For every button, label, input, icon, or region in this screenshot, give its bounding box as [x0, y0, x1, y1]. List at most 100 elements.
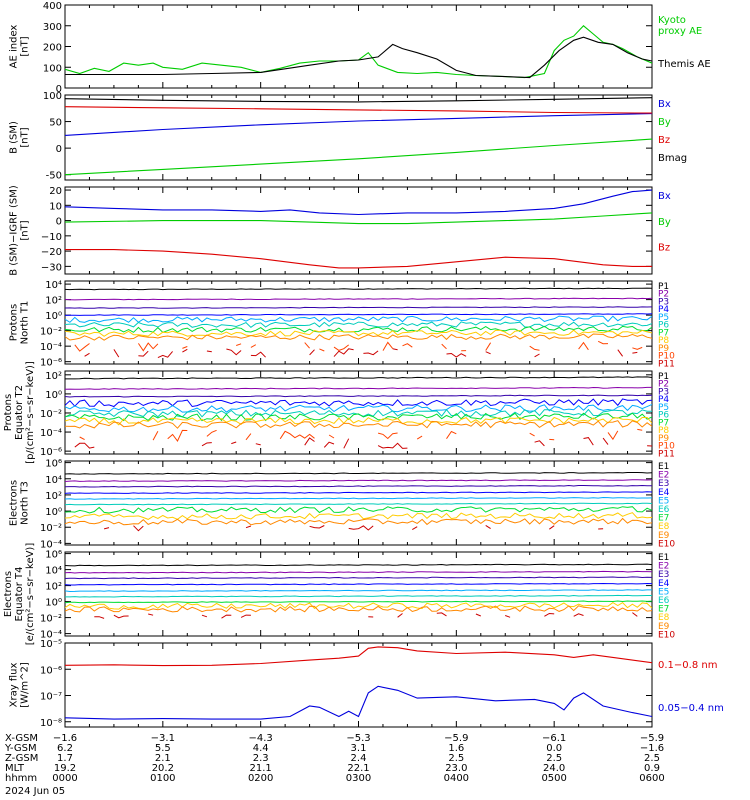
series-line-P7 — [65, 412, 652, 422]
ephemeris-row-label: Y-GSM — [4, 743, 37, 754]
series-line-P10 — [607, 430, 619, 441]
series-line-E4 — [65, 491, 652, 494]
series-line-E10 — [201, 614, 208, 618]
legend-entry: P7 — [658, 418, 669, 428]
ephemeris-value: 5.5 — [155, 743, 171, 754]
series-line-P10 — [333, 344, 350, 351]
ephemeris-value: 0300 — [346, 773, 371, 784]
legend-entry: P4 — [658, 305, 669, 315]
series-line-P10 — [382, 341, 394, 351]
panel-plot-area — [65, 646, 652, 720]
series-line-P11 — [255, 443, 261, 446]
y-tick-label: −10 — [41, 232, 62, 243]
ephemeris-value: 0400 — [444, 773, 469, 784]
y-axis-label-line: Equator T4 — [14, 567, 25, 622]
y-tick-label: 10⁻⁶ — [40, 358, 62, 369]
legend-entry: P3 — [658, 387, 669, 397]
series-line-P11 — [309, 349, 315, 356]
legend-entry: P5 — [658, 313, 669, 323]
ephemeris-value: 4.4 — [253, 743, 269, 754]
ephemeris-row-label: 2024 Jun 05 — [5, 786, 65, 797]
y-tick-label: 20 — [49, 186, 62, 197]
series-line-Bx — [65, 113, 652, 136]
legend-entry: P10 — [658, 352, 675, 362]
series-line-E10 — [412, 526, 418, 531]
legend-entry: 0.05−0.4 nm — [658, 703, 724, 714]
series-line-P11 — [333, 348, 354, 357]
y-axis-label: ProtonsNorth T1 — [9, 301, 31, 345]
y-tick-label: -50 — [46, 171, 62, 182]
series-line-Bz — [65, 106, 652, 114]
ephemeris-value: 24.0 — [543, 763, 565, 774]
ephemeris-value: −5.9 — [444, 733, 468, 744]
legend-entry: Bmag — [658, 153, 687, 164]
series-line-E10 — [240, 614, 251, 618]
legend-entry: P11 — [658, 449, 675, 459]
series-line-P10 — [485, 342, 492, 351]
legend-entry: E7 — [658, 605, 669, 615]
ephemeris-value: 2.3 — [253, 753, 269, 764]
series-line-P8 — [65, 329, 652, 337]
legend-entry: Bz — [658, 135, 670, 146]
series-line-P10 — [441, 343, 447, 350]
panel-frame — [64, 4, 653, 89]
y-tick-label: 10⁻² — [40, 327, 62, 338]
series-line-E1 — [65, 472, 652, 475]
ephemeris-value: −1.6 — [640, 743, 664, 754]
series-line-P11 — [157, 351, 173, 359]
y-tick-label: 10⁶ — [45, 459, 62, 470]
legend-entry: E4 — [658, 488, 670, 498]
legend-entry: Bx — [658, 99, 671, 110]
y-axis-label-line: [p/(cm²−s−sr−keV)] — [25, 361, 36, 464]
y-axis-label-line: [e/(cm²−s−sr−keV)] — [25, 543, 36, 646]
series-line-E10 — [436, 612, 447, 617]
ephemeris-value: 21.1 — [250, 763, 272, 774]
y-tick-label: 10⁻⁵ — [40, 639, 62, 650]
series-line-P1 — [65, 376, 652, 380]
series-line-P10 — [304, 342, 310, 349]
legend-entry: E10 — [658, 539, 675, 549]
y-tick-label: 10 — [49, 201, 62, 212]
series-line-P10 — [152, 431, 159, 441]
series-line-P8 — [65, 416, 652, 426]
series-line-Kyoto-proxy-AE — [65, 25, 652, 79]
ephemeris-value: 3.1 — [351, 743, 367, 754]
series-line-P10 — [167, 429, 188, 442]
series-line-P10 — [377, 432, 398, 440]
panel-bsm: -50 0 50 100 B (SM)[nT] Bx By Bz Bmag — [9, 91, 688, 182]
series-line-P11 — [323, 441, 335, 448]
y-tick-label: 10⁻² — [40, 614, 62, 625]
series-line-P10 — [182, 346, 188, 349]
ephemeris-value: 1.6 — [448, 743, 464, 754]
legend-entry: 0.1−0.8 nm — [658, 660, 717, 671]
panel-plot-area — [65, 25, 652, 79]
ephemeris-value: 6.2 — [57, 743, 73, 754]
legend-entry: By — [658, 217, 671, 228]
series-line-P10 — [632, 346, 643, 350]
y-axis-label-line: Protons — [9, 304, 20, 341]
series-line-E1 — [65, 563, 652, 567]
panel-plot-area — [65, 287, 652, 359]
ephemeris-value: −3.1 — [151, 733, 175, 744]
series-line-P7 — [65, 325, 652, 333]
series-line-P11 — [485, 351, 491, 355]
panel-plot-area — [65, 563, 652, 619]
y-axis-label-line: North T3 — [20, 481, 31, 525]
series-line-E10 — [397, 613, 403, 618]
series-line-P9 — [65, 333, 652, 341]
y-axis-label-line: Xray flux — [9, 663, 20, 708]
series-line-By — [65, 138, 652, 176]
series-line-E3 — [65, 484, 652, 488]
y-tick-label: 10² — [45, 296, 62, 307]
series-line-P5 — [65, 403, 652, 413]
y-tick-label: 10² — [45, 371, 62, 382]
series-line-E2 — [65, 570, 652, 574]
series-line-P11 — [113, 349, 120, 358]
series-line-E7 — [65, 506, 652, 514]
series-line-E5 — [65, 496, 652, 500]
series-line-P11 — [250, 351, 266, 358]
